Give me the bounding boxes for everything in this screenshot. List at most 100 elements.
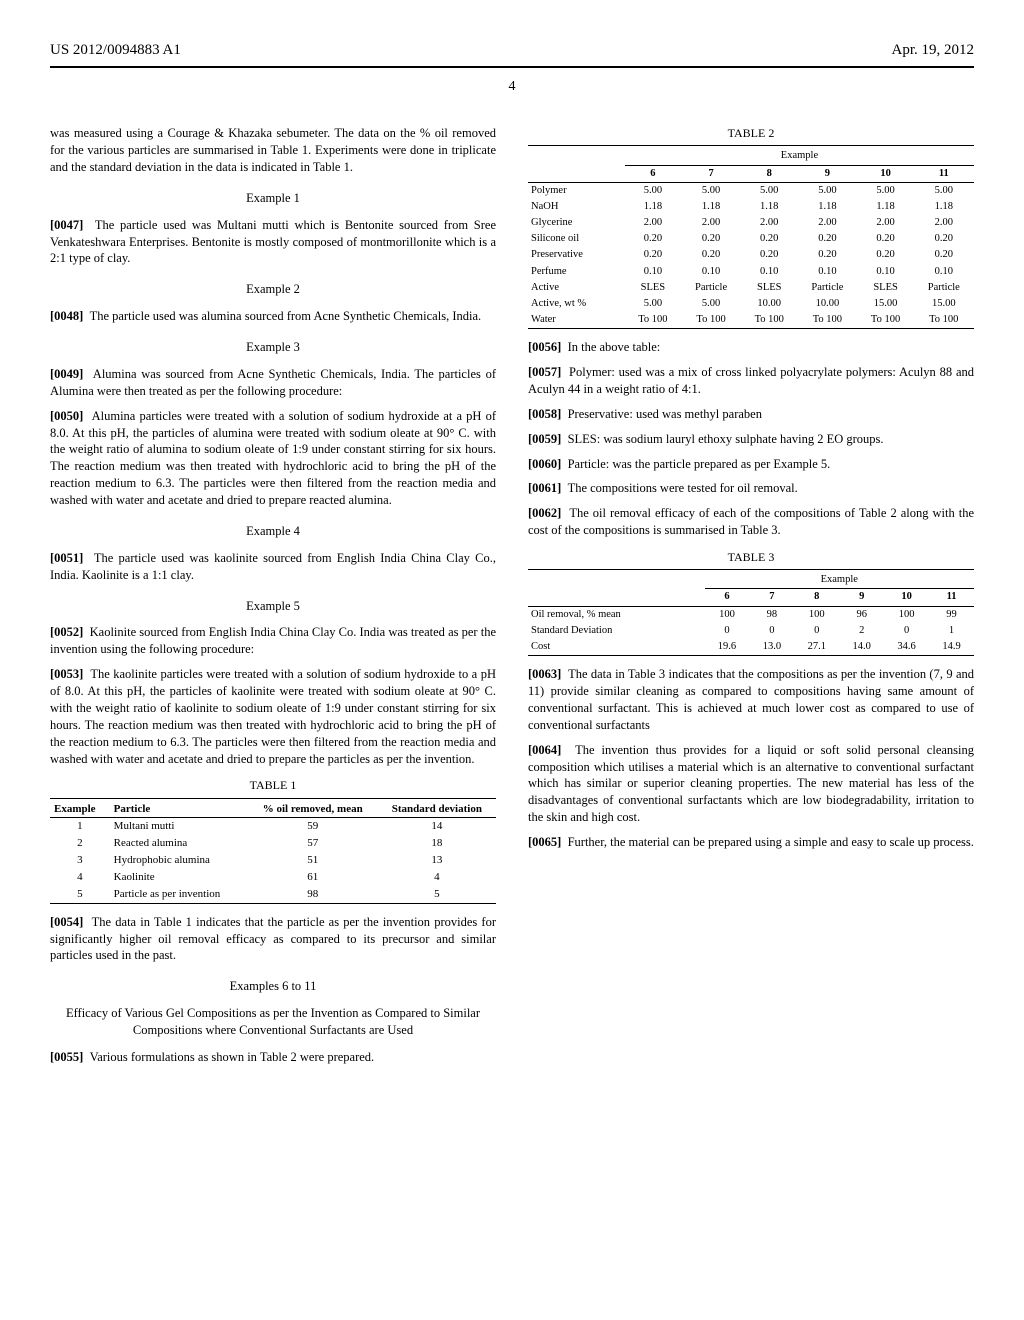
table-row: Polymer5.005.005.005.005.005.00: [528, 182, 974, 199]
para-num: [0059]: [528, 432, 561, 446]
para-text: Various formulations as shown in Table 2…: [90, 1050, 375, 1064]
table-row: Standard Deviation000201: [528, 623, 974, 639]
table-row: NaOH1.181.181.181.181.181.18: [528, 199, 974, 215]
table-2-block: TABLE 2 Example 6 7 8 9 10 11 Polymer5.0…: [528, 125, 974, 329]
para-text: Kaolinite sourced from English India Chi…: [50, 625, 496, 656]
t1-h1: Particle: [110, 801, 248, 818]
table-1: Example Particle % oil removed, mean Sta…: [50, 798, 496, 904]
table-row: 1Multani mutti5914: [50, 818, 496, 835]
para-text: SLES: was sodium lauryl ethoxy sulphate …: [568, 432, 884, 446]
header-rule: [50, 66, 974, 68]
para-num: [0050]: [50, 409, 83, 423]
example-5-heading: Example 5: [50, 598, 496, 615]
table-row: Preservative0.200.200.200.200.200.20: [528, 247, 974, 263]
para-0056: [0056] In the above table:: [528, 339, 974, 356]
table-row: 2Reacted alumina5718: [50, 835, 496, 852]
para-num: [0057]: [528, 365, 561, 379]
para-0065: [0065] Further, the material can be prep…: [528, 834, 974, 851]
para-text: The particle used was alumina sourced fr…: [90, 309, 482, 323]
para-0049: [0049] Alumina was sourced from Acne Syn…: [50, 366, 496, 400]
para-num: [0061]: [528, 481, 561, 495]
para-text: The particle used was kaolinite sourced …: [50, 551, 496, 582]
para-0057: [0057] Polymer: used was a mix of cross …: [528, 364, 974, 398]
example-1-heading: Example 1: [50, 190, 496, 207]
para-num: [0049]: [50, 367, 83, 381]
para-0062: [0062] The oil removal efficacy of each …: [528, 505, 974, 539]
table-3-block: TABLE 3 Example 6 7 8 9 10 11 Oil remova…: [528, 549, 974, 656]
para-num: [0055]: [50, 1050, 83, 1064]
table-3-caption: TABLE 3: [528, 549, 974, 565]
para-text: The particle used was Multani mutti whic…: [50, 218, 496, 266]
para-num: [0052]: [50, 625, 83, 639]
para-num: [0047]: [50, 218, 83, 232]
table-row: Cost19.613.027.114.034.614.9: [528, 639, 974, 656]
para-0064: [0064] The invention thus provides for a…: [528, 742, 974, 826]
para-num: [0054]: [50, 915, 83, 929]
para-num: [0063]: [528, 667, 561, 681]
example-3-heading: Example 3: [50, 339, 496, 356]
para-0061: [0061] The compositions were tested for …: [528, 480, 974, 497]
table-row: 4Kaolinite614: [50, 869, 496, 886]
table-3: Example 6 7 8 9 10 11 Oil removal, % mea…: [528, 569, 974, 656]
table-row: ActiveSLESParticleSLESParticleSLESPartic…: [528, 280, 974, 296]
t1-h0: Example: [50, 801, 110, 818]
para-0053: [0053] The kaolinite particles were trea…: [50, 666, 496, 767]
para-text: The data in Table 1 indicates that the p…: [50, 915, 496, 963]
content-columns: was measured using a Courage & Khazaka s…: [50, 125, 974, 1245]
para-0052: [0052] Kaolinite sourced from English In…: [50, 624, 496, 658]
table-row: 3Hydrophobic alumina5113: [50, 852, 496, 869]
table-1-caption: TABLE 1: [50, 777, 496, 793]
examples-6-11-sub: Efficacy of Various Gel Compositions as …: [50, 1005, 496, 1039]
para-num: [0065]: [528, 835, 561, 849]
table-row: Oil removal, % mean100981009610099: [528, 606, 974, 623]
table-row: Glycerine2.002.002.002.002.002.00: [528, 215, 974, 231]
table-2-caption: TABLE 2: [528, 125, 974, 141]
example-2-heading: Example 2: [50, 281, 496, 298]
para-0048: [0048] The particle used was alumina sou…: [50, 308, 496, 325]
para-num: [0048]: [50, 309, 83, 323]
para-0050: [0050] Alumina particles were treated wi…: [50, 408, 496, 509]
para-0060: [0060] Particle: was the particle prepar…: [528, 456, 974, 473]
table-row: Active, wt %5.005.0010.0010.0015.0015.00: [528, 296, 974, 312]
para-text: Particle: was the particle prepared as p…: [568, 457, 831, 471]
para-text: The data in Table 3 indicates that the c…: [528, 667, 974, 732]
table-2: Example 6 7 8 9 10 11 Polymer5.005.005.0…: [528, 145, 974, 329]
para-0058: [0058] Preservative: used was methyl par…: [528, 406, 974, 423]
page-number: 4: [50, 78, 974, 97]
t2-group: Example: [625, 148, 974, 165]
para-text: The oil removal efficacy of each of the …: [528, 506, 974, 537]
para-num: [0062]: [528, 506, 561, 520]
para-text: Polymer: used was a mix of cross linked …: [528, 365, 974, 396]
pub-date: Apr. 19, 2012: [892, 40, 975, 60]
para-num: [0053]: [50, 667, 83, 681]
para-0059: [0059] SLES: was sodium lauryl ethoxy su…: [528, 431, 974, 448]
para-text: Preservative: used was methyl paraben: [568, 407, 762, 421]
para-text: The compositions were tested for oil rem…: [568, 481, 798, 495]
para-text: The kaolinite particles were treated wit…: [50, 667, 496, 765]
table-1-block: TABLE 1 Example Particle % oil removed, …: [50, 777, 496, 903]
para-text: Alumina particles were treated with a so…: [50, 409, 496, 507]
table-row: Silicone oil0.200.200.200.200.200.20: [528, 231, 974, 247]
para-num: [0051]: [50, 551, 83, 565]
para-0054: [0054] The data in Table 1 indicates tha…: [50, 914, 496, 965]
t3-group: Example: [705, 572, 974, 589]
para-0055: [0055] Various formulations as shown in …: [50, 1049, 496, 1066]
para-text: Alumina was sourced from Acne Synthetic …: [50, 367, 496, 398]
example-4-heading: Example 4: [50, 523, 496, 540]
pub-number: US 2012/0094883 A1: [50, 40, 181, 60]
para-0047: [0047] The particle used was Multani mut…: [50, 217, 496, 268]
t1-h2: % oil removed, mean: [248, 801, 378, 818]
table-row: WaterTo 100To 100To 100To 100To 100To 10…: [528, 312, 974, 329]
para-num: [0060]: [528, 457, 561, 471]
para-text: The invention thus provides for a liquid…: [528, 743, 974, 825]
para-0051: [0051] The particle used was kaolinite s…: [50, 550, 496, 584]
table-row: 5Particle as per invention985: [50, 886, 496, 903]
para-num: [0058]: [528, 407, 561, 421]
t1-h3: Standard deviation: [378, 801, 496, 818]
para-text: Further, the material can be prepared us…: [568, 835, 974, 849]
table-row: Perfume0.100.100.100.100.100.10: [528, 264, 974, 280]
page-header: US 2012/0094883 A1 Apr. 19, 2012: [50, 40, 974, 60]
examples-6-11-heading: Examples 6 to 11: [50, 978, 496, 995]
para-num: [0064]: [528, 743, 561, 757]
intro-paragraph: was measured using a Courage & Khazaka s…: [50, 125, 496, 176]
